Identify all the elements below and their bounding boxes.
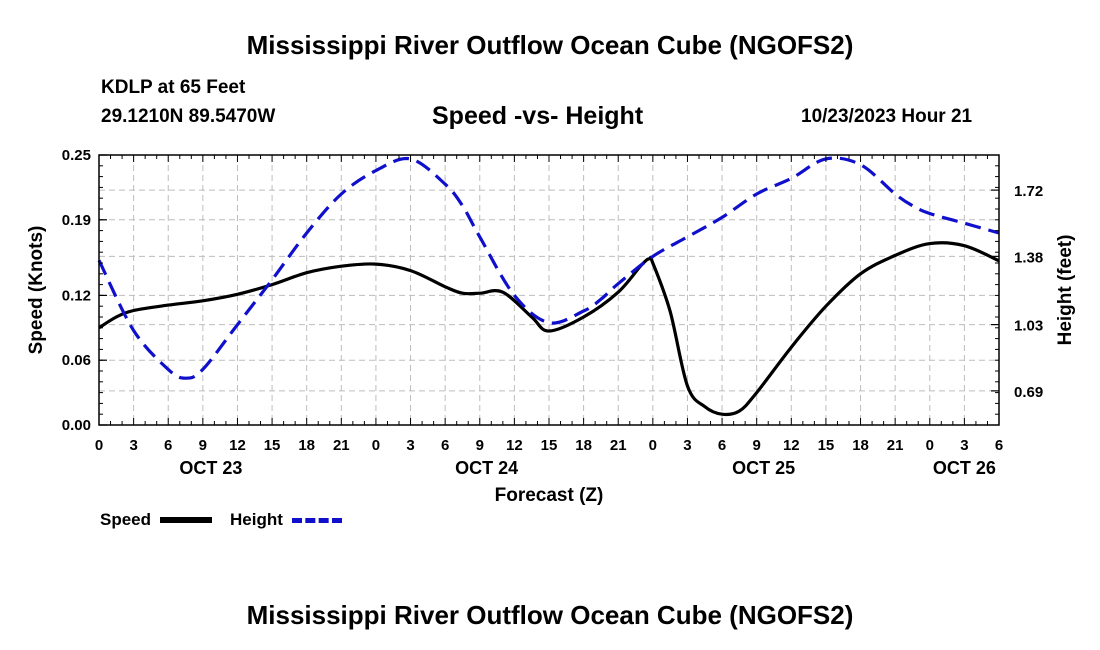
x-tick-label: 21 [887,437,904,454]
x-tick-label: 18 [298,437,315,454]
x-tick-label: 15 [818,437,835,454]
grid-layer [99,155,999,425]
date-label: OCT 24 [455,458,518,478]
x-tick-label: 9 [476,437,484,454]
forecast-datetime: 10/23/2023 Hour 21 [801,106,973,127]
series-layer [97,156,1000,417]
page-title: Mississippi River Outflow Ocean Cube (NG… [246,30,854,60]
x-tick-label: 21 [610,437,627,454]
x-tick-label: 6 [718,437,726,454]
legend-height-label: Height [230,510,283,529]
date-label: OCT 25 [732,458,795,478]
legend-speed-label: Speed [100,510,152,529]
y-right-tick-label: 1.72 [1014,183,1043,200]
y-right-tick-label: 1.38 [1014,249,1043,266]
x-tick-label: 6 [164,437,172,454]
x-tick-label: 3 [960,437,968,454]
x-tick-label: 18 [852,437,869,454]
x-tick-label: 0 [649,437,657,454]
y-left-tick-label: 0.25 [62,147,91,164]
x-tick-label: 18 [575,437,592,454]
station-coords: 29.1210N 89.5470W [101,106,276,127]
legend-height-swatch [292,518,342,523]
x-axis-title: Forecast (Z) [495,485,604,506]
x-tick-label: 3 [683,437,691,454]
x-tick-label: 21 [333,437,350,454]
x-tick-label: 6 [441,437,449,454]
y-left-axis-title: Speed (Knots) [26,226,47,355]
x-tick-label: 12 [229,437,246,454]
x-tick-label: 0 [926,437,934,454]
axis-layer: 0 3 6 9 12 15 18 21 0 3 6 9 12 15 18 21 0 3 6 9 12 15 18 21 0 3 6O… [26,147,1076,506]
series-line-speed [98,241,1000,417]
x-tick-label: 12 [783,437,800,454]
date-label: OCT 26 [933,458,996,478]
y-right-axis-title: Height (feet) [1055,235,1076,346]
y-right-tick-label: 0.69 [1014,384,1043,401]
y-left-tick-label: 0.19 [62,212,91,229]
y-left-tick-label: 0.12 [62,287,91,304]
y-left-tick-label: 0.00 [62,417,91,434]
x-tick-label: 9 [753,437,761,454]
x-tick-label: 0 [372,437,380,454]
x-tick-label: 15 [541,437,558,454]
x-tick-label: 12 [506,437,523,454]
y-right-tick-label: 1.03 [1014,318,1043,335]
y-left-tick-label: 0.06 [62,352,91,369]
station-name: KDLP at 65 Feet [101,77,246,98]
x-tick-label: 3 [129,437,137,454]
x-tick-label: 9 [199,437,207,454]
series-line-height [97,156,1000,380]
legend-speed-swatch [160,517,212,523]
x-tick-label: 0 [95,437,103,454]
date-label: OCT 23 [179,458,242,478]
chart-title: Speed -vs- Height [432,102,644,130]
x-tick-label: 3 [406,437,414,454]
x-tick-label: 15 [264,437,281,454]
page-title-bottom: Mississippi River Outflow Ocean Cube (NG… [246,600,854,630]
x-tick-label: 6 [995,437,1003,454]
